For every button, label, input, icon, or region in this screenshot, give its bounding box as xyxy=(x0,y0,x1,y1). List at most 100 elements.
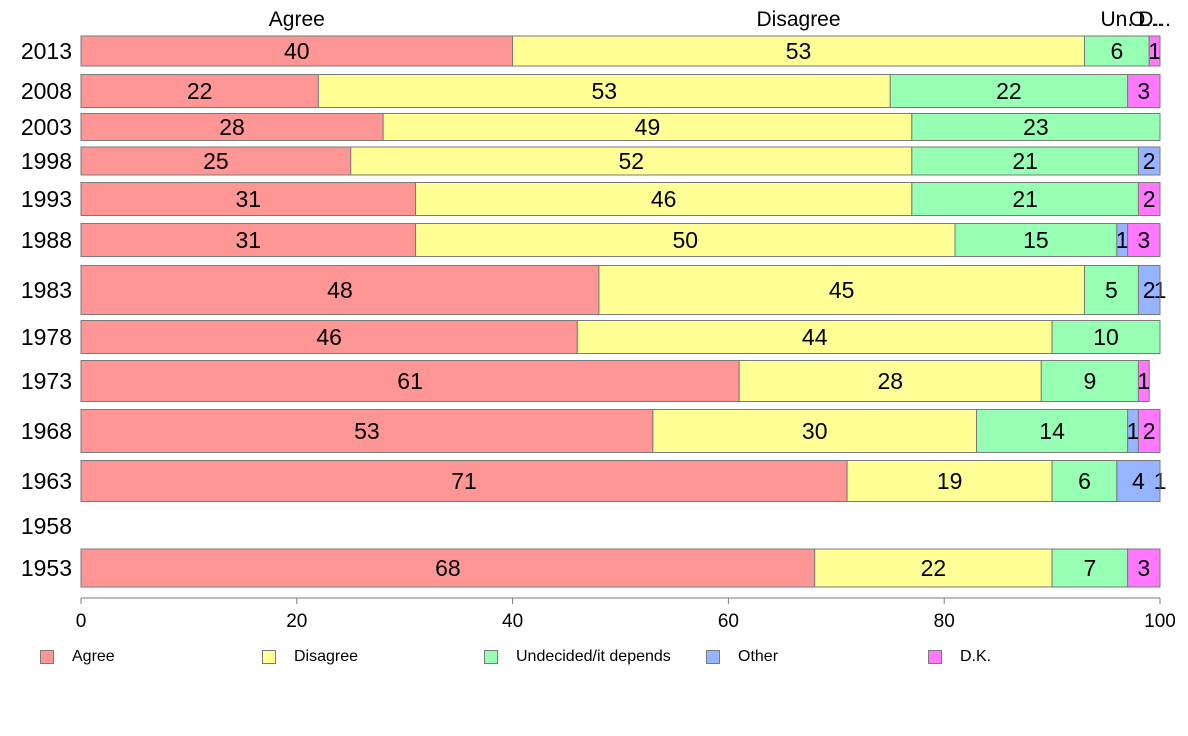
legend-item: Agree xyxy=(40,648,115,666)
x-tick-label: 100 xyxy=(1144,611,1176,632)
bar-segment-disagree xyxy=(414,182,913,216)
data-label: 28 xyxy=(219,114,245,140)
legend-swatch xyxy=(706,650,720,664)
data-label: 15 xyxy=(1023,227,1049,253)
bar-segment-disagree xyxy=(598,265,1085,315)
data-label: 1 xyxy=(1127,418,1140,444)
bar-segment-other xyxy=(1116,460,1161,502)
year-label: 1958 xyxy=(21,513,72,539)
year-label: 1983 xyxy=(21,277,72,303)
bar-segment-undecided-it-depends xyxy=(889,74,1129,108)
bar-segment-d-k- xyxy=(1127,548,1161,588)
bar-segment-disagree xyxy=(414,223,956,257)
data-label: 3 xyxy=(1137,555,1150,581)
year-label: 1953 xyxy=(21,555,72,581)
bar-segment-disagree xyxy=(576,320,1053,354)
column-header-label: O... xyxy=(1129,8,1163,31)
x-tick-label: 20 xyxy=(286,611,307,632)
data-label: 23 xyxy=(1023,114,1049,140)
data-label: 2 xyxy=(1143,418,1156,444)
year-label: 1968 xyxy=(21,418,72,444)
data-label: 3 xyxy=(1137,227,1150,253)
x-tick-label: 40 xyxy=(502,611,523,632)
bar-segment-agree xyxy=(80,35,514,67)
data-label: 52 xyxy=(618,148,644,174)
data-label: 46 xyxy=(316,324,342,350)
data-label: 7 xyxy=(1083,555,1096,581)
bar-segment-undecided-it-depends xyxy=(976,409,1129,453)
bar-segment-agree xyxy=(80,223,416,257)
data-label: 3 xyxy=(1137,78,1150,104)
data-label: 9 xyxy=(1083,368,1096,394)
data-label: 6 xyxy=(1078,468,1091,494)
legend-swatch xyxy=(484,650,498,664)
data-label: 25 xyxy=(203,148,229,174)
bar-segment-disagree xyxy=(652,409,978,453)
year-label: 2013 xyxy=(21,38,72,64)
legend-item: Other xyxy=(706,648,778,666)
bar-segment-undecided-it-depends xyxy=(911,146,1139,176)
bar-segment-disagree xyxy=(382,113,913,141)
bar-segment-disagree xyxy=(846,460,1053,502)
column-header-label: Disagree xyxy=(757,8,841,31)
column-header-label: D... xyxy=(1138,8,1171,31)
year-label: 1973 xyxy=(21,368,72,394)
legend-item: Disagree xyxy=(262,648,358,666)
bar-segment-agree xyxy=(80,146,352,176)
bar-segment-undecided-it-depends xyxy=(954,223,1118,257)
bar-segment-d-k- xyxy=(1127,74,1161,108)
bar-segment-d-k- xyxy=(1137,360,1150,402)
legend-label: Other xyxy=(738,648,779,665)
data-label: 30 xyxy=(802,418,828,444)
data-label: 2 xyxy=(1143,277,1156,303)
bar-segment-agree xyxy=(80,409,654,453)
data-label: 49 xyxy=(635,114,661,140)
data-label: 28 xyxy=(877,368,903,394)
bar-segment-undecided-it-depends xyxy=(911,182,1139,216)
data-label: 10 xyxy=(1093,324,1119,350)
data-label: 1 xyxy=(1137,368,1150,394)
year-label: 1998 xyxy=(21,148,72,174)
legend: Agree Disagree Undecided/it depends Other D.… xyxy=(0,648,1188,676)
data-label: 40 xyxy=(284,38,310,64)
data-label: 53 xyxy=(592,78,618,104)
data-label: 22 xyxy=(187,78,213,104)
data-label: 31 xyxy=(235,186,261,212)
bar-segment-disagree xyxy=(350,146,913,176)
column-header-label: Agree xyxy=(269,8,325,31)
data-label: 48 xyxy=(327,277,353,303)
bar-segment-undecided-it-depends xyxy=(1083,265,1139,315)
year-label: 1963 xyxy=(21,468,72,494)
legend-label: Agree xyxy=(72,648,115,665)
data-label: 22 xyxy=(921,555,947,581)
bar-segment-disagree xyxy=(814,548,1053,588)
data-label: 53 xyxy=(786,38,812,64)
x-tick-label: 80 xyxy=(934,611,955,632)
data-label: 53 xyxy=(354,418,380,444)
bar-segment-agree xyxy=(80,182,416,216)
legend-swatch xyxy=(40,650,54,664)
data-label: 1 xyxy=(1116,227,1129,253)
year-label: 2008 xyxy=(21,78,72,104)
data-label: 1 xyxy=(1148,38,1161,64)
bar-segment-disagree xyxy=(738,360,1042,402)
x-tick-label: 60 xyxy=(718,611,739,632)
year-label: 1978 xyxy=(21,324,72,350)
year-label: 2003 xyxy=(21,114,72,140)
bar-segment-agree xyxy=(80,360,740,402)
data-label: 14 xyxy=(1039,418,1065,444)
data-label: 45 xyxy=(829,277,855,303)
bar-segment-agree xyxy=(80,548,816,588)
legend-item: D.K. xyxy=(928,648,991,666)
data-label: 71 xyxy=(451,468,477,494)
legend-label: Undecided/it depends xyxy=(516,648,671,665)
bar-segment-undecided-it-depends xyxy=(1083,35,1150,67)
data-label: 2 xyxy=(1143,148,1156,174)
bar-segment-undecided-it-depends xyxy=(1040,360,1139,402)
data-label: 44 xyxy=(802,324,828,350)
legend-label: Disagree xyxy=(294,648,359,665)
legend-label: D.K. xyxy=(960,648,992,665)
data-label: 6 xyxy=(1110,38,1123,64)
data-label: 22 xyxy=(996,78,1022,104)
bar-segment-agree xyxy=(80,460,848,502)
